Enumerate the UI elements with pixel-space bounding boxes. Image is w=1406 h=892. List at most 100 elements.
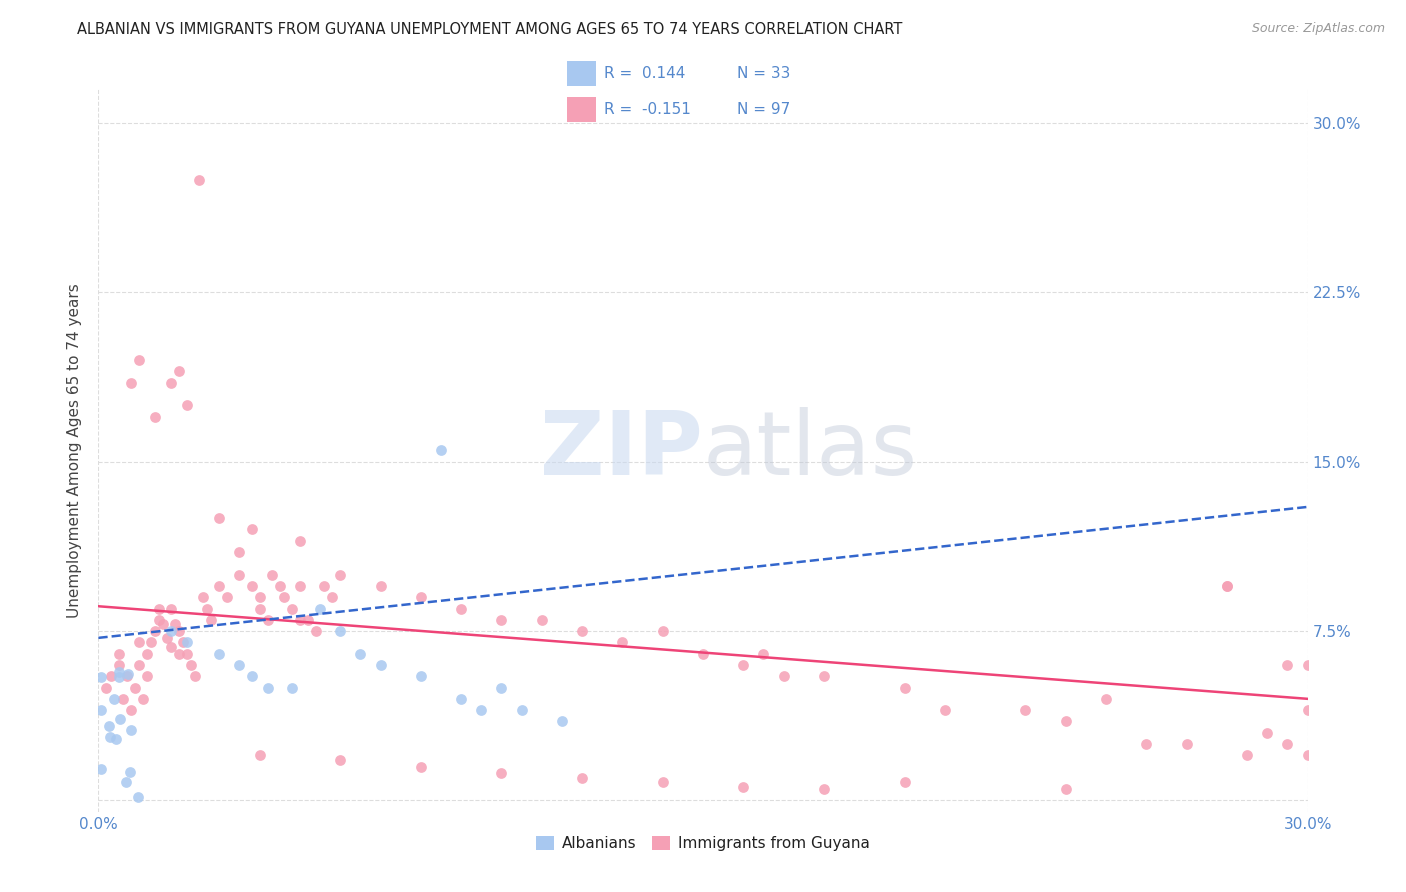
Point — [96, 681, 118, 695]
Point — [160, 601, 183, 615]
Point — [1175, 737, 1198, 751]
Point — [208, 579, 231, 593]
Point — [120, 703, 142, 717]
Point — [163, 617, 186, 632]
Point — [188, 172, 211, 186]
Point — [167, 364, 190, 378]
Point — [893, 775, 915, 789]
Point — [176, 647, 198, 661]
Point — [305, 624, 328, 639]
Point — [329, 624, 352, 639]
Point — [143, 409, 166, 424]
Point — [1236, 748, 1258, 763]
Point — [491, 766, 513, 780]
Point — [160, 624, 183, 639]
Point — [176, 635, 198, 649]
Point — [228, 567, 250, 582]
Point — [107, 657, 129, 672]
Point — [103, 691, 125, 706]
Point — [135, 669, 157, 683]
Point — [733, 657, 755, 672]
Point — [1296, 703, 1319, 717]
Point — [1296, 748, 1319, 763]
Point — [256, 681, 278, 695]
Point — [167, 647, 190, 661]
Point — [1014, 703, 1036, 717]
Point — [288, 613, 311, 627]
Point — [118, 764, 141, 779]
Point — [571, 771, 593, 785]
Point — [107, 670, 129, 684]
Point — [470, 703, 492, 717]
Y-axis label: Unemployment Among Ages 65 to 74 years: Unemployment Among Ages 65 to 74 years — [67, 283, 83, 618]
Point — [1277, 737, 1299, 751]
Point — [692, 647, 714, 661]
Point — [297, 613, 319, 627]
Point — [228, 657, 250, 672]
Point — [90, 703, 112, 717]
Point — [321, 591, 343, 605]
Point — [370, 657, 392, 672]
Point — [160, 376, 183, 390]
Point — [90, 762, 112, 776]
Point — [409, 591, 432, 605]
Point — [288, 579, 311, 593]
Point — [111, 691, 134, 706]
Point — [281, 601, 304, 615]
Text: Source: ZipAtlas.com: Source: ZipAtlas.com — [1251, 22, 1385, 36]
Point — [172, 635, 194, 649]
Point — [107, 647, 129, 661]
Point — [176, 398, 198, 412]
Point — [1216, 579, 1239, 593]
Point — [240, 523, 263, 537]
Point — [1277, 657, 1299, 672]
Point — [370, 579, 392, 593]
Point — [551, 714, 574, 729]
Point — [98, 719, 121, 733]
Point — [1216, 579, 1239, 593]
Point — [208, 511, 231, 525]
Point — [114, 775, 136, 789]
Point — [1095, 691, 1118, 706]
Point — [128, 635, 150, 649]
Point — [105, 732, 128, 747]
Point — [934, 703, 956, 717]
Point — [148, 601, 170, 615]
Point — [893, 681, 915, 695]
Point — [184, 669, 207, 683]
Point — [167, 624, 190, 639]
Point — [228, 545, 250, 559]
Point — [314, 579, 336, 593]
Point — [1296, 657, 1319, 672]
Text: N = 33: N = 33 — [737, 66, 790, 81]
Point — [115, 669, 138, 683]
Point — [148, 613, 170, 627]
Point — [450, 691, 472, 706]
Point — [1054, 714, 1077, 729]
Point — [612, 635, 634, 649]
Point — [651, 624, 673, 639]
Point — [156, 631, 179, 645]
Point — [329, 753, 352, 767]
Point — [98, 730, 121, 744]
Point — [1135, 737, 1157, 751]
Point — [813, 782, 835, 797]
Text: ALBANIAN VS IMMIGRANTS FROM GUYANA UNEMPLOYMENT AMONG AGES 65 TO 74 YEARS CORREL: ALBANIAN VS IMMIGRANTS FROM GUYANA UNEMP… — [77, 22, 903, 37]
Point — [100, 669, 122, 683]
Point — [195, 601, 218, 615]
Point — [409, 669, 432, 683]
Point — [107, 665, 129, 679]
Point — [120, 723, 142, 737]
Point — [409, 759, 432, 773]
Point — [281, 681, 304, 695]
Point — [491, 681, 513, 695]
Point — [132, 691, 155, 706]
Point — [127, 790, 149, 805]
Point — [90, 670, 112, 684]
Point — [128, 353, 150, 368]
Point — [120, 376, 142, 390]
Point — [200, 613, 222, 627]
Point — [240, 579, 263, 593]
Point — [491, 613, 513, 627]
Point — [256, 613, 278, 627]
